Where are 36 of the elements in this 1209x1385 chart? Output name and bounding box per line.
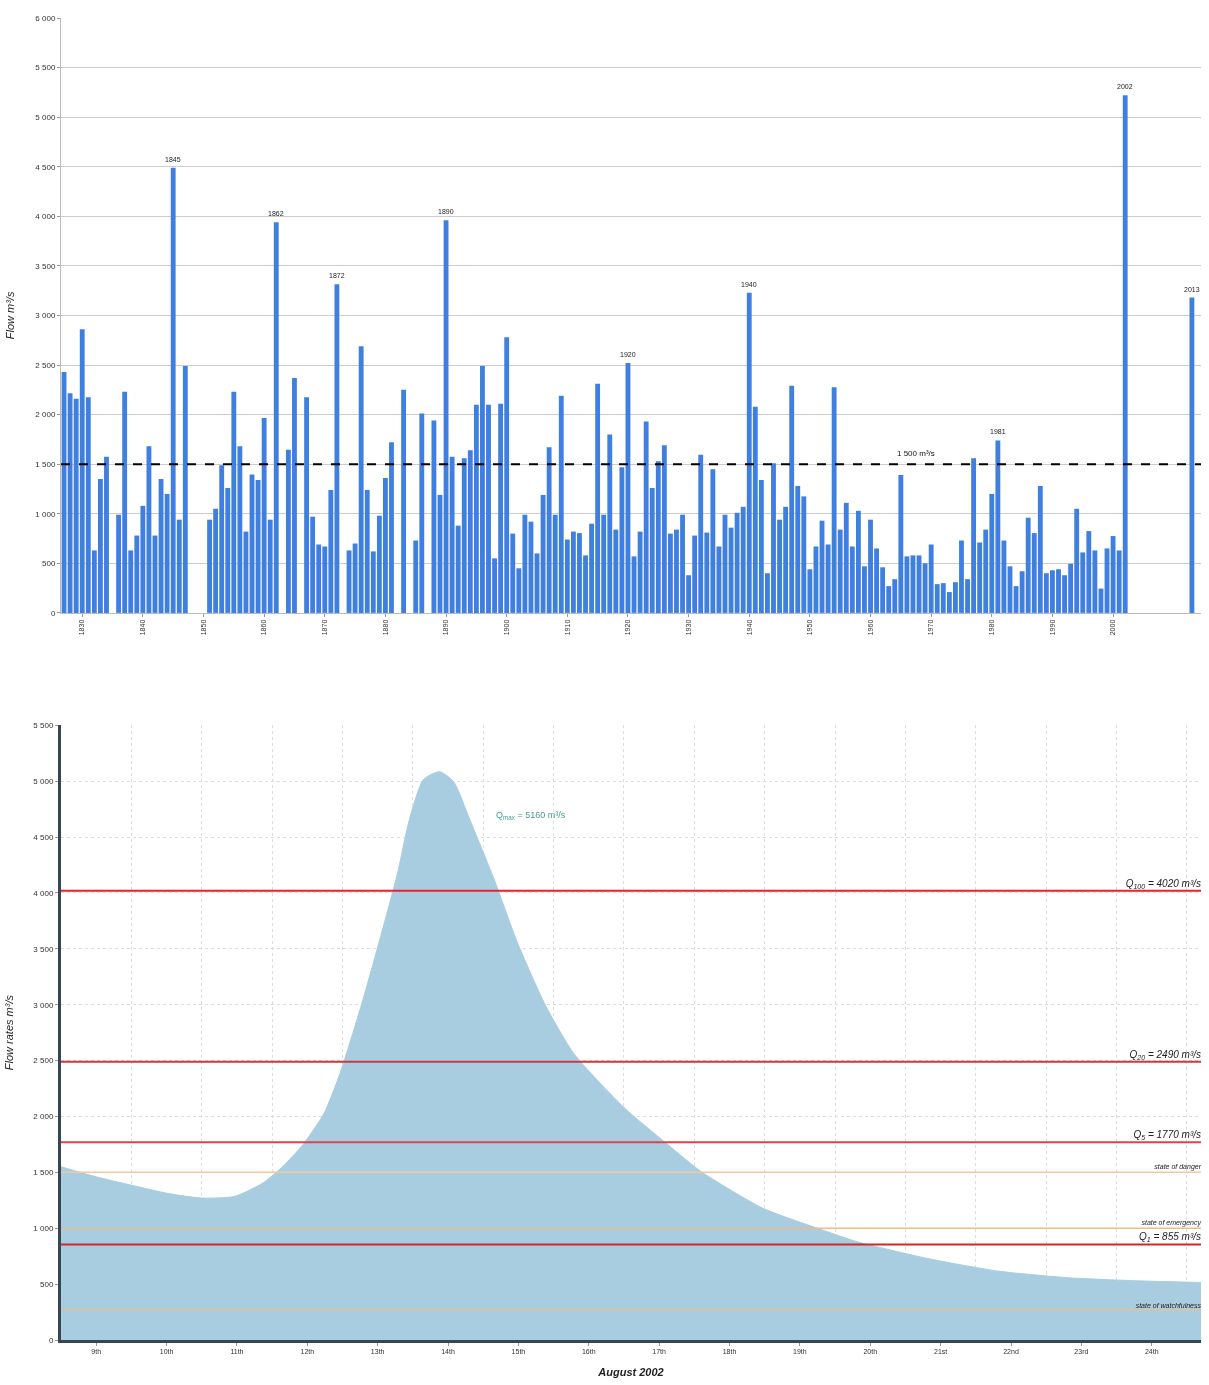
- y-tick-label: 5 500: [35, 63, 56, 73]
- ref-line-label: Q$_{5}$ = 1770 m³/s: [1133, 1129, 1201, 1142]
- y-axis-title: Flow m³/s: [4, 291, 17, 340]
- y-tick-label: 1 500: [33, 1168, 54, 1178]
- y-tick-label: 2 000: [33, 1112, 54, 1122]
- ref-line-label: Q$_{20}$ = 2490 m³/s: [1129, 1048, 1201, 1061]
- x-axis-title: August 2002: [597, 1365, 664, 1378]
- y-tick-label: 3 000: [35, 311, 56, 321]
- y-tick-label: 4 000: [35, 212, 56, 222]
- y-tick-label: 4 500: [33, 832, 54, 842]
- ref-line-label: Q$_{1}$ = 855 m³/s: [1139, 1231, 1201, 1244]
- y-tick-label: 2 500: [35, 360, 56, 370]
- y-tick-label: 1 000: [33, 1224, 54, 1234]
- y-tick-label: 5 000: [33, 776, 54, 786]
- annotation: Q$_{max}$ = 5160 m³/s: [496, 810, 566, 821]
- ref-line-label: 1 500 m³/s: [897, 449, 935, 458]
- y-tick-label: 2 000: [35, 410, 56, 420]
- y-tick-label: 1 000: [35, 509, 56, 519]
- y-tick-label: 5 500: [33, 721, 54, 731]
- y-tick-label: 3 500: [33, 944, 54, 954]
- y-tick-label: 3 000: [33, 1000, 54, 1010]
- y-tick-label: 0: [48, 1335, 54, 1345]
- y-tick-label: 4 500: [35, 162, 56, 172]
- y-tick-label: 1 500: [35, 459, 56, 469]
- y-tick-label: 4 000: [33, 888, 54, 898]
- y-tick-label: 0: [50, 608, 56, 618]
- y-tick-label: 2 500: [33, 1056, 54, 1066]
- y-tick-label: 3 500: [35, 261, 56, 271]
- y-tick-label: 5 000: [35, 112, 56, 122]
- y-axis-title: Flow rates m³/s: [3, 994, 16, 1071]
- ref-line-label: Q$_{100}$ = 4020 m³/s: [1125, 877, 1201, 890]
- bar: [401, 389, 407, 613]
- bar: [1189, 297, 1195, 613]
- y-tick-label: 6 000: [35, 13, 56, 23]
- y-tick-label: 500: [42, 559, 56, 569]
- y-tick-label: 500: [40, 1279, 54, 1289]
